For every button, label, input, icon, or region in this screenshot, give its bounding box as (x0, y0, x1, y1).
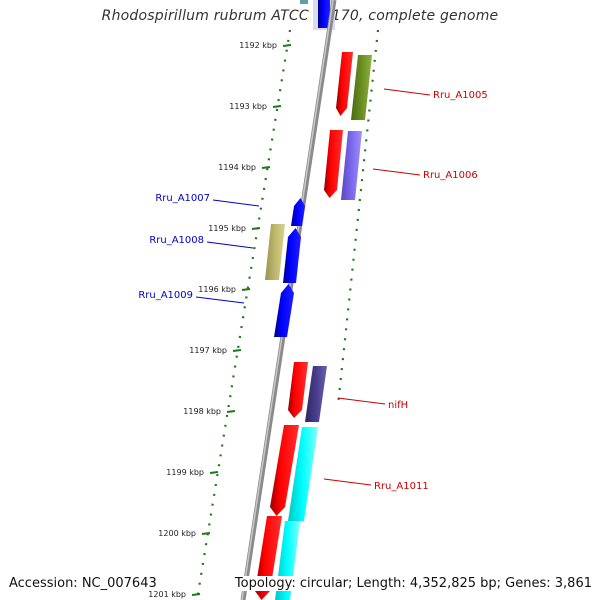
scale-tick (261, 166, 271, 169)
gene-label-leader (212, 199, 260, 207)
gene-label-leader (337, 397, 386, 405)
scale-tick-label: 1201 kbp (148, 590, 186, 599)
gene-rru-a1009[interactable] (274, 284, 294, 337)
gene-label[interactable]: Rru_A1007 (155, 193, 210, 204)
scale-tick (241, 288, 251, 291)
gene-label[interactable]: Rru_A1008 (149, 235, 204, 246)
gene-label[interactable]: nifH (388, 400, 408, 411)
accession-text: Accession: NC_007643 (7, 576, 159, 591)
scale-tick-label: 1199 kbp (166, 468, 204, 477)
scale-tick-label: 1197 kbp (189, 346, 227, 355)
scale-tick (232, 349, 242, 352)
cog-block-rru-a1005[interactable] (351, 55, 372, 120)
cog-block-rru-a1008[interactable] (265, 224, 285, 280)
gene-label[interactable]: Rru_A1011 (374, 481, 429, 492)
gene-label[interactable]: Rru_A1005 (433, 90, 488, 101)
gene-label-leader (383, 88, 431, 96)
gene-label-leader (195, 296, 245, 304)
gene-label[interactable]: Rru_A1006 (423, 170, 478, 181)
scale-tick (209, 471, 219, 474)
scale-tick (201, 532, 211, 535)
gene-labels: Rru_A1005 Rru_A1006 Rru_A1007 Rru_A1008 Rru_… (138, 88, 488, 492)
scale-tick-label: 1198 kbp (183, 407, 221, 416)
cog-block-nifh[interactable] (305, 366, 327, 422)
kbp-scale: 1192 kbp 1193 kbp 1194 kbp 1195 kbp 1196 kbp… (148, 41, 292, 599)
scale-tick-label: 1192 kbp (239, 41, 277, 50)
scale-tick (272, 105, 282, 108)
gene-rru-a1005[interactable] (336, 52, 353, 116)
gene-label-leader (323, 478, 372, 486)
scale-tick (226, 410, 236, 413)
scale-tick-label: 1194 kbp (218, 163, 256, 172)
gene-rru-a1006[interactable] (324, 130, 343, 198)
scale-tick (282, 44, 292, 47)
gene-rru-a1008[interactable] (283, 228, 301, 283)
inner-dotted-track (195, 29, 292, 600)
gene-label-leader (206, 241, 254, 249)
gene-nifh[interactable] (288, 362, 308, 418)
scale-tick (251, 227, 261, 230)
topology-info-text: Topology: circular; Length: 4,352,825 bp… (232, 576, 594, 591)
scale-tick-label: 1196 kbp (198, 285, 236, 294)
scale-tick-label: 1195 kbp (208, 224, 246, 233)
scale-tick-label: 1200 kbp (158, 529, 196, 538)
cog-block-rru-a1006[interactable] (341, 131, 362, 200)
scale-tick-label: 1193 kbp (229, 102, 267, 111)
gene-rru-a1011[interactable] (270, 425, 299, 516)
gene-label-leader (372, 168, 421, 176)
map-title: Rhodospirillum rubrum ATCC 11170, comple… (101, 8, 499, 24)
cog-block-rru-a1011[interactable] (288, 427, 318, 521)
gene-rru-a1007[interactable] (291, 198, 305, 226)
scale-tick (191, 593, 201, 596)
gene-label[interactable]: Rru_A1009 (138, 290, 193, 301)
